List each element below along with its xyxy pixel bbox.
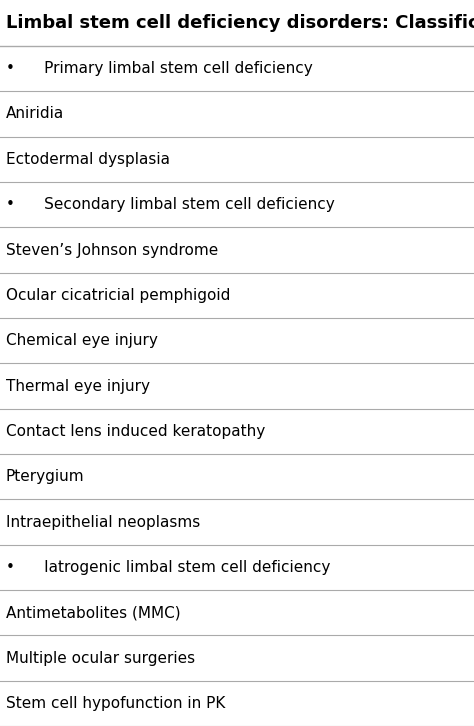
Text: Steven’s Johnson syndrome: Steven’s Johnson syndrome [6,242,218,258]
Text: Antimetabolites (MMC): Antimetabolites (MMC) [6,605,180,620]
Text: Limbal stem cell deficiency disorders: Classification: Limbal stem cell deficiency disorders: C… [6,14,474,32]
Text: Pterygium: Pterygium [6,469,84,484]
Text: Intraepithelial neoplasms: Intraepithelial neoplasms [6,515,200,529]
Text: Multiple ocular surgeries: Multiple ocular surgeries [6,650,195,666]
Text: Ocular cicatricial pemphigoid: Ocular cicatricial pemphigoid [6,287,230,303]
Text: Contact lens induced keratopathy: Contact lens induced keratopathy [6,424,265,439]
Text: •      Iatrogenic limbal stem cell deficiency: • Iatrogenic limbal stem cell deficiency [6,560,330,575]
Text: •      Secondary limbal stem cell deficiency: • Secondary limbal stem cell deficiency [6,197,335,212]
Text: Ectodermal dysplasia: Ectodermal dysplasia [6,152,170,167]
Text: •      Primary limbal stem cell deficiency: • Primary limbal stem cell deficiency [6,61,312,76]
Text: Thermal eye injury: Thermal eye injury [6,378,150,393]
Text: Stem cell hypofunction in PK: Stem cell hypofunction in PK [6,696,225,711]
Text: Chemical eye injury: Chemical eye injury [6,333,157,348]
Text: Aniridia: Aniridia [6,107,64,121]
